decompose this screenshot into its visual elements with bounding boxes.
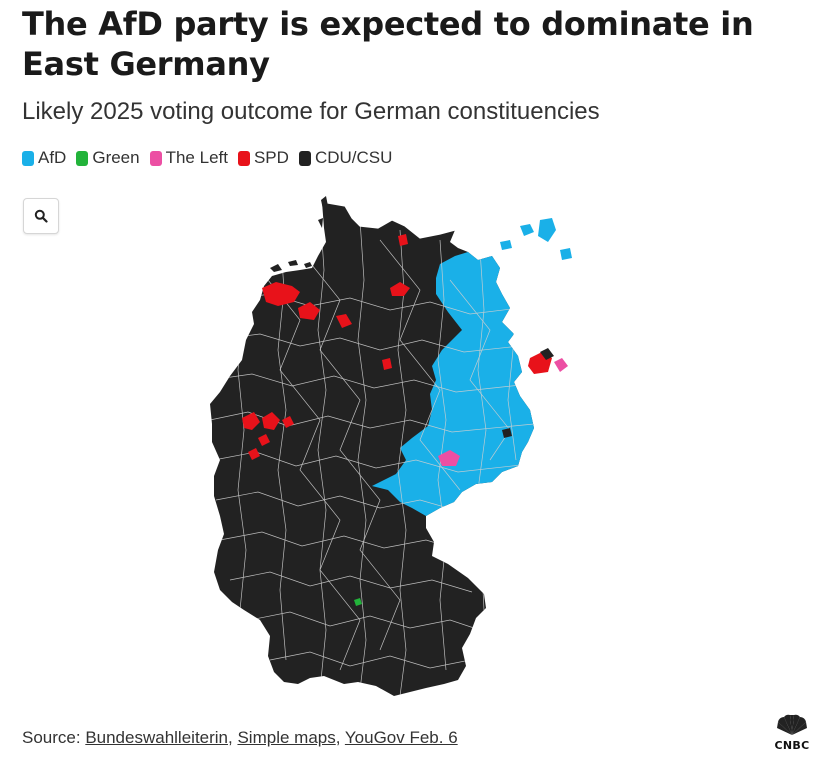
coastline: [321, 201, 456, 239]
legend-swatch-green: [76, 150, 89, 166]
legend-item-afd: AfD: [22, 148, 66, 168]
region-cdu-csu: [210, 202, 534, 696]
cnbc-logo: CNBC: [768, 714, 816, 752]
legend-swatch-left: [149, 150, 162, 166]
logo-text: CNBC: [774, 739, 810, 752]
spd-areas: [242, 234, 552, 460]
legend-label-green: Green: [92, 148, 140, 167]
source-prefix: Source:: [22, 728, 86, 747]
search-icon: [34, 209, 48, 223]
peacock-icon: [777, 714, 807, 735]
page-title: The AfD party is expected to dominate in…: [22, 5, 754, 83]
legend-label-cdu: CDU/CSU: [314, 148, 393, 167]
source-link-bundeswahlleiterin[interactable]: Bundeswahlleiterin: [85, 728, 229, 747]
zoom-button[interactable]: [23, 198, 59, 234]
legend-item-left: The Left: [149, 148, 228, 168]
legend-item-green: Green: [76, 148, 140, 168]
legend-item-cdu: CDU/CSU: [298, 148, 393, 168]
source-line: Source: Bundeswahlleiterin, Simple maps,…: [22, 728, 458, 748]
north-islands: [270, 196, 328, 272]
page-subtitle: Likely 2025 voting outcome for German co…: [22, 98, 600, 125]
legend-label-spd: SPD: [253, 148, 289, 167]
legend-swatch-cdu: [298, 150, 311, 166]
source-link-simple-maps[interactable]: Simple maps: [237, 728, 336, 747]
germany-map[interactable]: [200, 190, 640, 700]
source-link-yougov[interactable]: YouGov Feb. 6: [344, 728, 458, 747]
legend-swatch-afd: [22, 150, 34, 166]
green-area: [354, 598, 362, 606]
constituency-borders: [210, 209, 534, 696]
baltic-islands: [500, 218, 572, 260]
legend-swatch-spd: [237, 150, 250, 166]
cdu-east-areas: [502, 348, 554, 438]
legend-label-afd: AfD: [38, 148, 67, 167]
legend: AfD Green The Left SPD CDU/CSU: [22, 148, 392, 168]
source-separator: ,: [335, 728, 345, 747]
region-afd: [372, 252, 534, 516]
legend-label-left: The Left: [165, 148, 228, 167]
source-separator: ,: [228, 728, 238, 747]
legend-item-spd: SPD: [237, 148, 289, 168]
left-areas: [438, 358, 568, 466]
